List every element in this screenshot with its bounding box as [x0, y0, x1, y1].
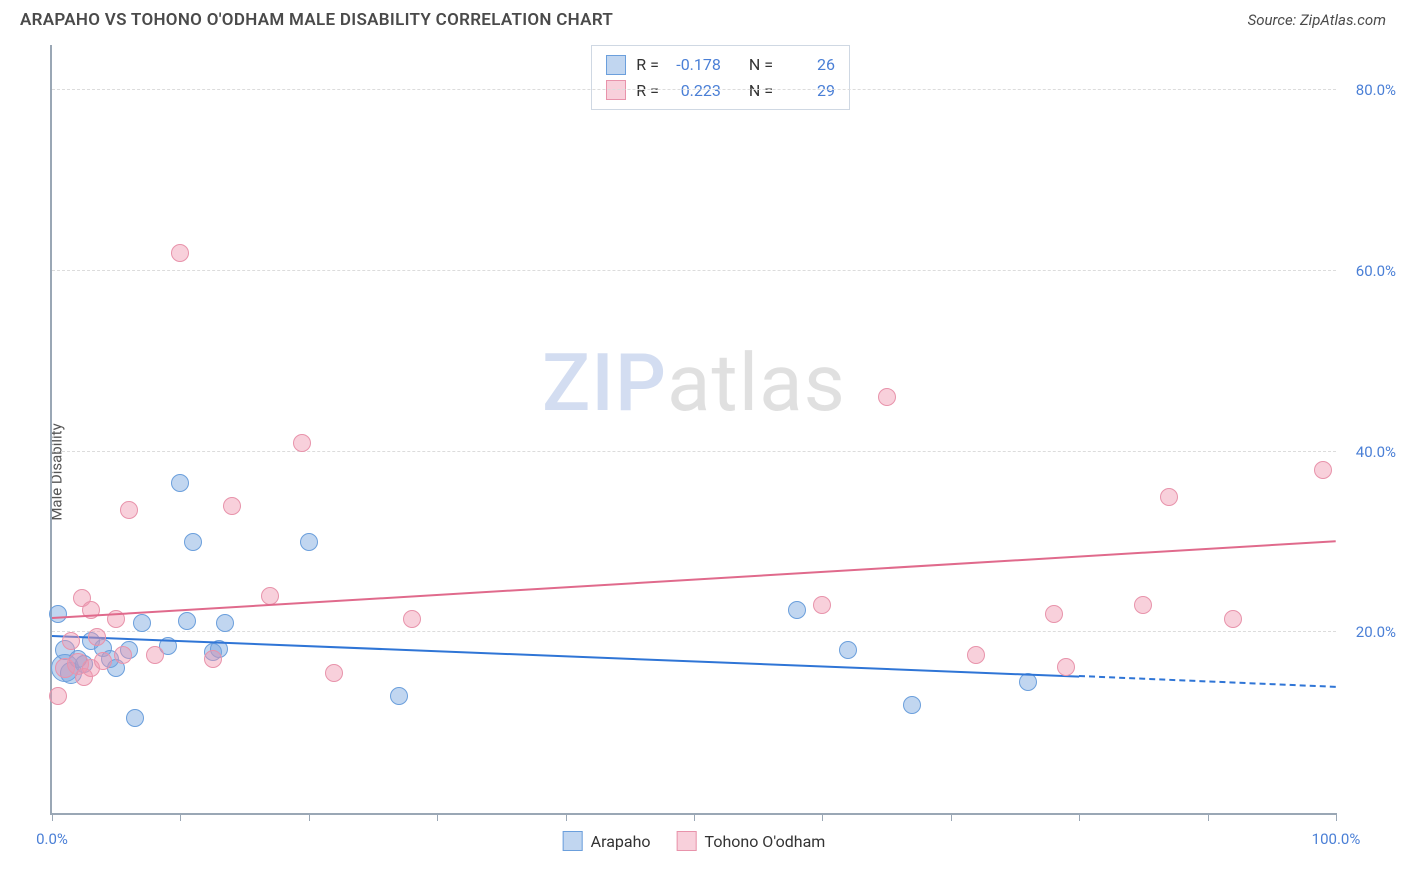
data-point: [967, 646, 985, 664]
legend-label-2: Tohono O'odham: [705, 832, 826, 851]
data-point: [94, 652, 112, 670]
x-tick: [437, 813, 438, 821]
chart-container: Male Disability ZIPatlas R = -0.178 N = …: [0, 35, 1406, 875]
stats-row-2: R = 0.223 N = 29: [606, 78, 835, 104]
data-point: [1224, 610, 1242, 628]
data-point: [88, 628, 106, 646]
data-point: [49, 687, 67, 705]
data-point: [261, 587, 279, 605]
data-point: [49, 605, 67, 623]
series-legend: Arapaho Tohono O'odham: [563, 831, 826, 851]
x-tick: [1079, 813, 1080, 821]
data-point: [1134, 596, 1152, 614]
stats-legend: R = -0.178 N = 26 R = 0.223 N = 29: [591, 45, 850, 110]
data-point: [300, 533, 318, 551]
data-point: [293, 434, 311, 452]
data-point: [133, 614, 151, 632]
data-point: [171, 474, 189, 492]
watermark-atlas: atlas: [667, 336, 846, 430]
data-point: [813, 596, 831, 614]
legend-label-1: Arapaho: [591, 832, 651, 851]
data-point: [216, 614, 234, 632]
data-point: [171, 244, 189, 262]
r-label: R =: [636, 52, 659, 78]
data-point: [146, 646, 164, 664]
data-point: [126, 709, 144, 727]
data-point: [114, 646, 132, 664]
n-label: N =: [749, 78, 773, 104]
data-point: [178, 612, 196, 630]
y-tick-label: 60.0%: [1356, 262, 1396, 280]
x-tick: [822, 813, 823, 821]
legend-swatch-2: [677, 831, 697, 851]
legend-swatch-1: [563, 831, 583, 851]
stats-row-1: R = -0.178 N = 26: [606, 52, 835, 78]
gridline: [52, 89, 1336, 90]
x-tick: [694, 813, 695, 821]
trend-line-dashed: [1079, 675, 1336, 688]
r-value-1: -0.178: [669, 52, 721, 78]
data-point: [903, 696, 921, 714]
x-tick: [52, 813, 53, 821]
chart-title: ARAPAHO VS TOHONO O'ODHAM MALE DISABILIT…: [20, 10, 613, 30]
x-tick: [1208, 813, 1209, 821]
n-value-1: 26: [783, 52, 835, 78]
y-tick-label: 80.0%: [1356, 81, 1396, 99]
watermark-zip: ZIP: [542, 336, 667, 430]
data-point: [223, 497, 241, 515]
data-point: [1057, 658, 1075, 676]
data-point: [120, 501, 138, 519]
r-label: R =: [636, 78, 659, 104]
source-label: Source: ZipAtlas.com: [1248, 11, 1386, 29]
plot-area: ZIPatlas R = -0.178 N = 26 R = 0.223 N =…: [50, 45, 1336, 815]
n-value-2: 29: [783, 78, 835, 104]
r-value-2: 0.223: [669, 78, 721, 104]
x-tick: [1336, 813, 1337, 821]
data-point: [325, 664, 343, 682]
y-tick-label: 40.0%: [1356, 443, 1396, 461]
data-point: [878, 388, 896, 406]
data-point: [1045, 605, 1063, 623]
data-point: [1314, 461, 1332, 479]
x-tick: [309, 813, 310, 821]
header: ARAPAHO VS TOHONO O'ODHAM MALE DISABILIT…: [0, 0, 1406, 35]
x-tick: [180, 813, 181, 821]
data-point: [403, 610, 421, 628]
gridline: [52, 270, 1336, 271]
gridline: [52, 451, 1336, 452]
data-point: [184, 533, 202, 551]
legend-item-2: Tohono O'odham: [677, 831, 826, 851]
data-point: [204, 650, 222, 668]
x-tick: [566, 813, 567, 821]
data-point: [1160, 488, 1178, 506]
n-label: N =: [749, 52, 773, 78]
data-point: [390, 687, 408, 705]
swatch-series-1: [606, 55, 626, 75]
legend-item-1: Arapaho: [563, 831, 651, 851]
gridline: [52, 631, 1336, 632]
data-point: [788, 601, 806, 619]
watermark: ZIPatlas: [542, 336, 846, 430]
x-tick-label: 100.0%: [1312, 830, 1361, 848]
data-point: [62, 632, 80, 650]
data-point: [839, 641, 857, 659]
x-tick-label: 0.0%: [36, 830, 68, 848]
x-tick: [951, 813, 952, 821]
swatch-series-2: [606, 80, 626, 100]
y-tick-label: 20.0%: [1356, 623, 1396, 641]
